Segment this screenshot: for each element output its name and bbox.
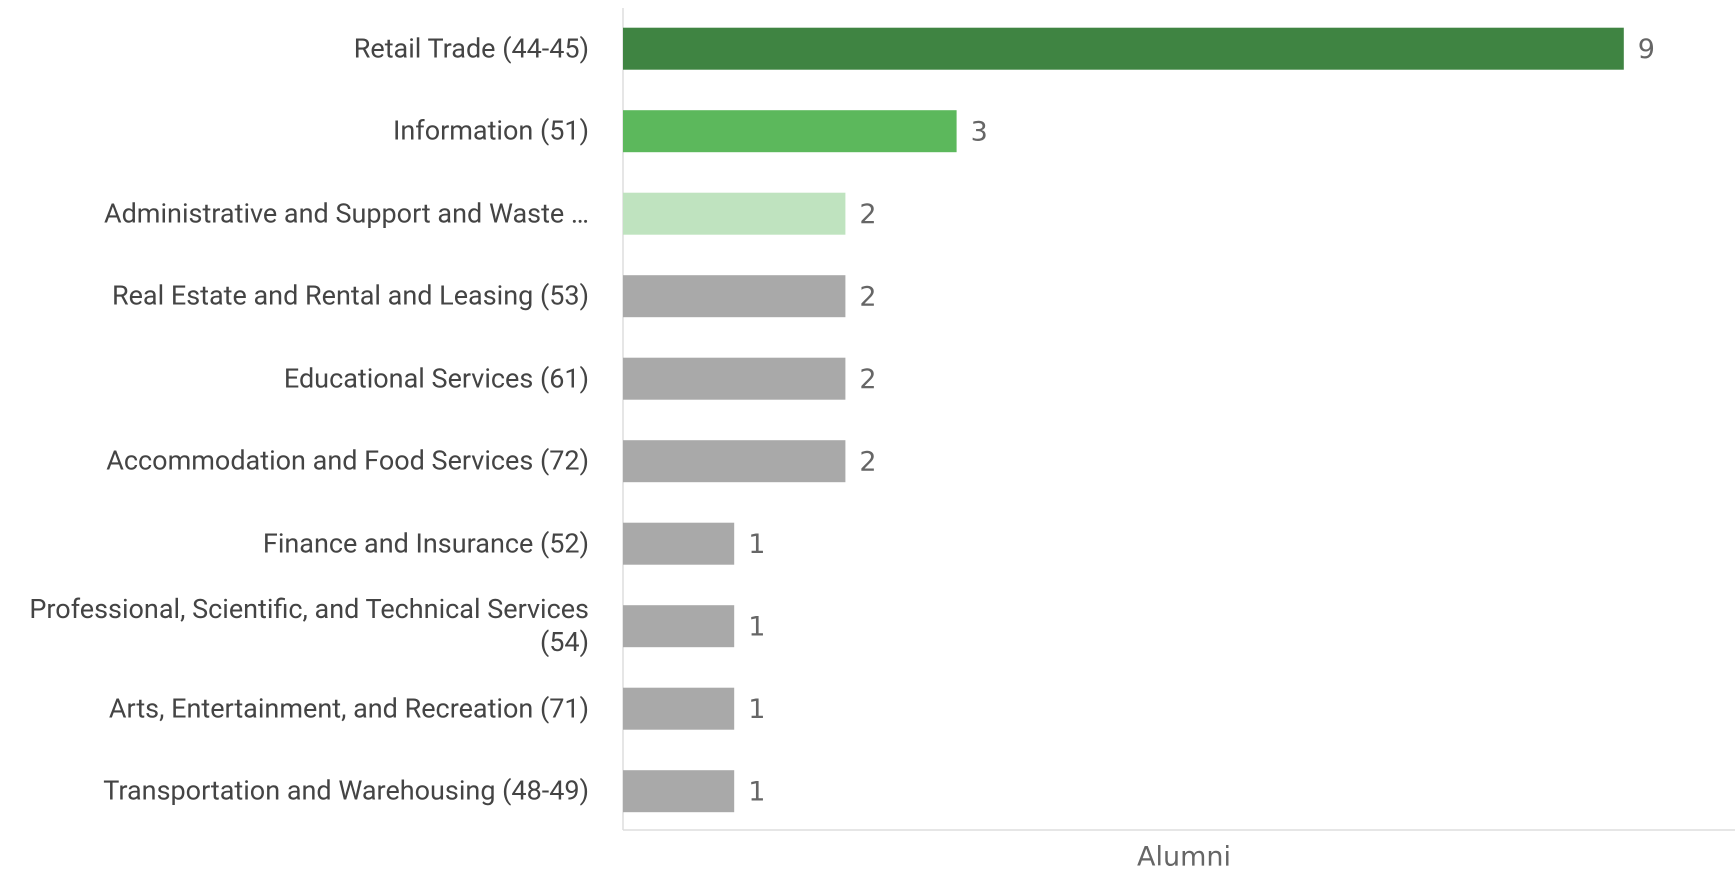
category-label: Information (51) [393,114,589,147]
bar [623,357,846,400]
category-label: Accommodation and Food Services (72) [106,444,589,477]
bar [623,522,735,565]
bar [623,192,846,235]
data-label: 2 [859,199,876,230]
data-label: 2 [859,282,876,313]
category-label: Arts, Entertainment, and Recreation (71) [108,692,589,725]
category-label: Professional, Scientific, and Technical … [29,593,589,659]
bar [623,27,1624,70]
data-label: 2 [859,447,876,478]
category-label: Real Estate and Rental and Leasing (53) [111,279,589,312]
bar [623,687,735,730]
category-label: Retail Trade (44-45) [353,32,589,65]
category-label: Administrative and Support and Waste … [103,197,589,230]
bar [623,110,957,153]
data-label: 2 [859,364,876,395]
data-label: 1 [748,777,765,808]
data-label: 3 [971,117,988,148]
data-label: 1 [748,612,765,643]
data-label: 1 [748,694,765,725]
bar [623,770,735,813]
bar [623,605,735,648]
data-label: 9 [1638,34,1655,65]
category-label: Transportation and Warehousing (48-49) [103,774,589,807]
data-label: 1 [748,529,765,560]
category-label: Finance and Insurance (52) [262,527,589,560]
category-label: Educational Services (61) [283,362,589,395]
bar [623,275,846,318]
bar [623,440,846,483]
x-axis-label: Alumni [1137,842,1231,873]
